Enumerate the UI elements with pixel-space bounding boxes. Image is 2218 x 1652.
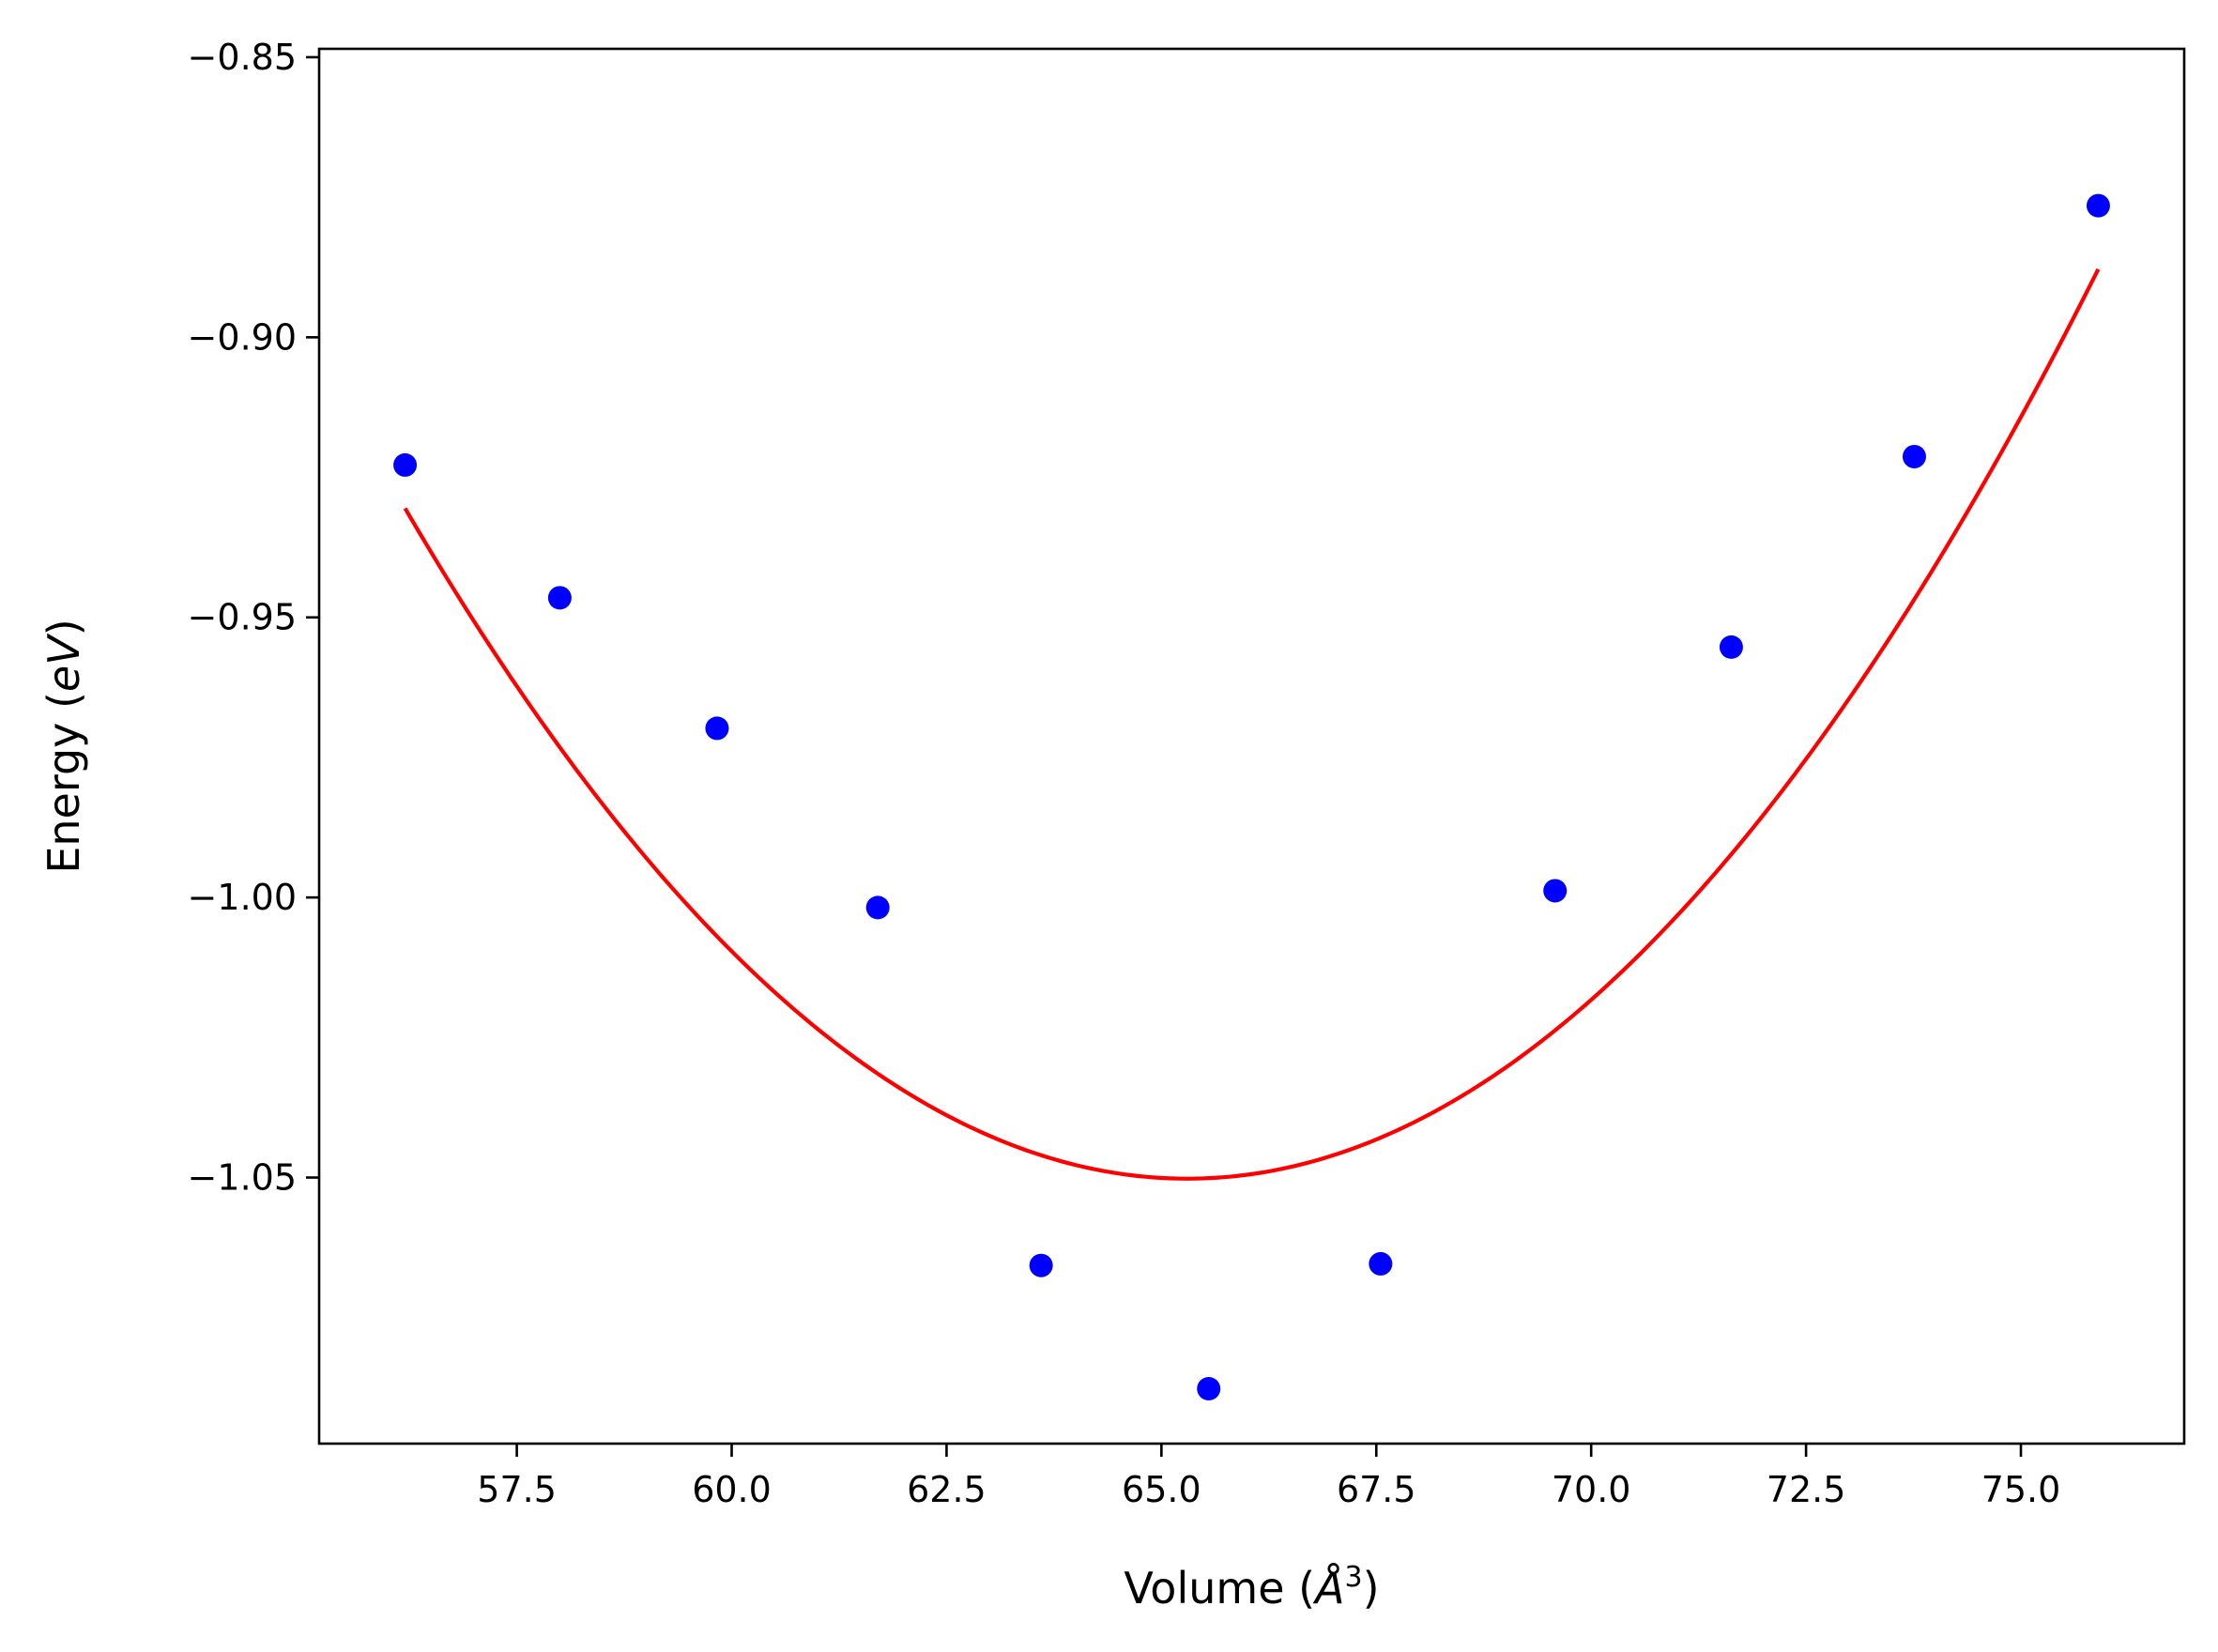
data-point — [393, 452, 418, 477]
data-point — [547, 586, 572, 610]
y-axis-ticks: −1.05 −1.00 −0.95 −0.90 −0.85 — [188, 37, 319, 1199]
y-tick-label: −1.00 — [188, 877, 297, 918]
axes-frame — [317, 47, 2186, 1446]
data-point — [1029, 1253, 1053, 1277]
data-point — [2086, 193, 2110, 218]
x-tick-label: 60.0 — [692, 1469, 772, 1510]
x-tick-label: 67.5 — [1337, 1469, 1416, 1510]
x-axis-label: Volume (Å3) — [1124, 1561, 1379, 1614]
x-tick-label: 70.0 — [1552, 1469, 1631, 1510]
data-point — [1902, 444, 1926, 468]
fit-curve — [403, 268, 2101, 1181]
y-tick-label: −0.85 — [188, 37, 297, 78]
x-tick-label: 75.0 — [1981, 1469, 2061, 1510]
y-axis-label: Energy (eV) — [38, 619, 89, 873]
y-tick-label: −0.90 — [188, 316, 297, 358]
y-tick-label: −1.05 — [188, 1157, 297, 1199]
x-tick-label: 57.5 — [477, 1469, 557, 1510]
x-tick-label: 65.0 — [1122, 1469, 1201, 1510]
x-tick-label: 72.5 — [1767, 1469, 1846, 1510]
x-axis-ticks: 57.5 60.0 62.5 65.0 67.5 70.0 72.5 75.0 — [477, 1444, 2060, 1510]
data-point — [865, 895, 890, 920]
plot-content — [393, 193, 2110, 1401]
y-tick-label: −0.95 — [188, 597, 297, 638]
data-point — [1719, 635, 1743, 659]
data-point — [705, 716, 729, 741]
data-point — [1543, 879, 1568, 903]
data-point — [1369, 1251, 1393, 1276]
x-tick-label: 62.5 — [907, 1469, 987, 1510]
data-point — [1197, 1377, 1221, 1401]
